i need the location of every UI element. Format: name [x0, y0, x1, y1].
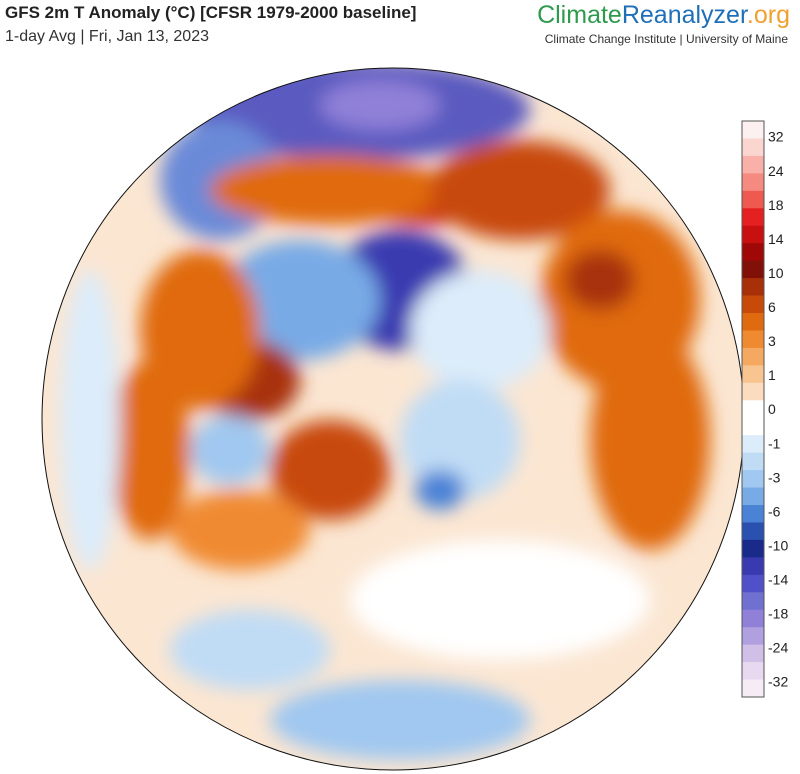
colorbar-label: -14 — [768, 572, 788, 588]
colorbar-label: 0 — [768, 401, 776, 417]
colorbar-swatch — [742, 208, 764, 227]
colorbar-label: -24 — [768, 640, 788, 656]
colorbar-swatch — [742, 330, 764, 349]
subtitle: 1-day Avg | Fri, Jan 13, 2023 — [5, 28, 209, 45]
colorbar-swatch — [742, 574, 764, 593]
colorbar-swatch — [742, 470, 764, 489]
colorbar-swatch — [742, 260, 764, 279]
colorbar-label: 10 — [768, 265, 784, 281]
brand-part: .org — [746, 1, 790, 29]
colorbar-swatch — [742, 243, 764, 262]
institute: Climate Change Institute | University of… — [544, 32, 788, 46]
colorbar-swatch — [742, 557, 764, 576]
colorbar-swatch — [742, 365, 764, 384]
colorbar-swatch — [742, 609, 764, 628]
colorbar-label: 14 — [768, 231, 784, 247]
colorbar-swatch — [742, 452, 764, 471]
colorbar-label: 18 — [768, 197, 784, 213]
colorbar-swatch — [742, 313, 764, 331]
colorbar-swatch — [742, 435, 764, 454]
colorbar-swatch — [742, 505, 764, 523]
brand: ClimateReanalyzer.org — [537, 1, 790, 30]
colorbar-label: -32 — [768, 674, 788, 690]
colorbar-swatch — [742, 627, 764, 646]
colorbar-swatch — [742, 295, 764, 314]
colorbar-swatch — [742, 278, 764, 297]
title: GFS 2m T Anomaly (°C) [CFSR 1979-2000 ba… — [5, 3, 417, 22]
colorbar-swatch — [742, 539, 764, 558]
colorbar-swatch — [742, 225, 764, 244]
brand-part: Climate — [537, 1, 622, 29]
colorbar-label: 32 — [768, 129, 784, 145]
colorbar-swatch — [742, 522, 764, 541]
colorbar-label: 24 — [768, 163, 784, 179]
colorbar-swatch — [742, 417, 764, 436]
colorbar-label: -10 — [768, 537, 788, 553]
colorbar-swatch — [742, 347, 764, 366]
colorbar-swatch — [742, 382, 764, 401]
colorbar-label: -6 — [768, 503, 781, 519]
brand-part: Reanalyzer — [621, 1, 747, 29]
colorbar-label: -3 — [768, 469, 781, 485]
colorbar-label: -18 — [768, 606, 788, 622]
colorbar-swatch — [742, 662, 764, 681]
colorbar-label: 6 — [768, 299, 776, 315]
colorbar-label: 1 — [768, 367, 776, 383]
colorbar-swatch — [742, 487, 764, 506]
colorbar-swatch — [742, 155, 764, 174]
colorbar-label: -1 — [768, 435, 781, 451]
colorbar-swatch — [742, 592, 764, 611]
colorbar-label: 3 — [768, 333, 776, 349]
colorbar-swatch — [742, 138, 764, 157]
colorbar-swatch — [742, 173, 764, 192]
colorbar-frame — [741, 120, 765, 698]
colorbar-swatch — [742, 121, 764, 139]
colorbar-swatch — [742, 644, 764, 663]
colorbar-swatch — [742, 190, 764, 209]
colorbar-swatch — [742, 679, 764, 698]
colorbar-swatch — [742, 400, 764, 419]
